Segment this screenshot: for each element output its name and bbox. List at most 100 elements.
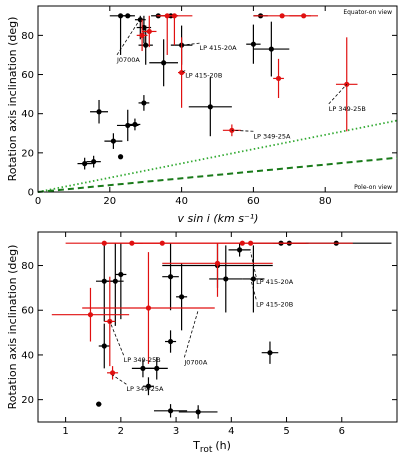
top-dotted-curve: [37, 119, 398, 193]
top-model-curves: [37, 119, 398, 193]
marker: [248, 240, 254, 246]
bottom-black-point: [115, 243, 127, 320]
marker: [161, 60, 167, 66]
annotation-label: LP 415-20A: [200, 44, 238, 52]
marker: [167, 274, 174, 280]
marker: [141, 100, 147, 106]
top-annotation: LP 415-20B: [181, 70, 222, 80]
top-black-point: [90, 99, 109, 124]
top-panel: J0700A LP 415-20A LP 415-20B LP 349-25B LP 3…: [6, 5, 398, 225]
annotation-leader: [250, 278, 257, 300]
bottom-x-tick-label: 5: [283, 426, 289, 437]
bottom-red-point: [104, 276, 116, 367]
top-annotation: LP 349-25B: [328, 84, 366, 113]
bottom-black-point: [98, 323, 110, 369]
bottom-x-tick-label: 3: [173, 426, 179, 437]
top-black-point: [253, 21, 290, 77]
marker: [125, 13, 131, 19]
marker: [236, 247, 243, 253]
marker: [214, 260, 221, 266]
marker: [167, 338, 174, 345]
bottom-red-point: [107, 366, 119, 380]
top-black-point: [188, 77, 232, 137]
top-black-point: [138, 95, 150, 111]
pole-on-label: Pole-on view: [354, 184, 392, 191]
annotation-label: LP 415-20A: [256, 278, 294, 286]
bottom-black-point: [242, 245, 265, 313]
bottom-black-point: [261, 341, 279, 364]
marker: [267, 350, 273, 356]
marker: [112, 278, 118, 284]
bottom-x-tick-label: 2: [118, 426, 124, 437]
top-red-point: [289, 13, 319, 19]
marker: [132, 121, 138, 128]
top-y-tick-label: 40: [21, 109, 34, 120]
marker: [110, 138, 116, 144]
bottom-black-point: [165, 330, 177, 353]
annotation-leader: [250, 252, 257, 278]
top-annotation: J0700A: [116, 21, 140, 64]
bottom-black-point: [145, 357, 168, 380]
top-black-point: [120, 13, 135, 19]
bottom-y-tick-label: 80: [21, 261, 34, 272]
bottom-red-point: [51, 287, 130, 342]
bottom-red-point: [195, 240, 306, 246]
bottom-x-tick-label: 1: [62, 426, 68, 437]
marker: [145, 383, 152, 389]
top-black-point: [117, 154, 124, 160]
annotation-leader: [231, 129, 254, 132]
top-x-tick-label: 60: [247, 196, 260, 207]
top-y-tick-label: 60: [21, 70, 34, 81]
top-black-point: [246, 24, 261, 64]
top-black-point: [149, 39, 179, 87]
bottom-plot-frame: [37, 231, 398, 423]
marker: [96, 109, 102, 115]
bottom-x-label-sub: rot: [200, 445, 213, 455]
bottom-black-point: [142, 377, 154, 396]
annotation-label: LP 349-25B: [329, 105, 366, 113]
marker: [109, 370, 116, 376]
bottom-x-label-unit: (h): [215, 439, 231, 452]
marker: [140, 365, 146, 371]
bottom-red-point: [82, 252, 215, 364]
marker: [139, 32, 145, 38]
marker: [118, 271, 124, 278]
annotation-leader: [109, 321, 124, 356]
annotation-label: LP 415-20B: [256, 300, 293, 308]
bottom-red-point: [162, 243, 273, 297]
annotation-leader: [328, 84, 348, 105]
marker: [87, 312, 94, 318]
annotation-label: J0700A: [116, 56, 140, 64]
bottom-x-axis-label: Trot (h): [192, 439, 231, 455]
bottom-annotation: LP 349-25B: [109, 321, 161, 364]
annotation-leader: [116, 21, 139, 56]
top-red-point: [273, 58, 284, 99]
top-dashed-curve: [37, 156, 398, 193]
marker: [91, 159, 97, 165]
marker: [101, 278, 107, 284]
top-black-point: [129, 118, 141, 131]
bottom-ticks: 1 2 3 4 5 6 20 40 60 80: [21, 232, 397, 437]
top-annotations: J0700A LP 415-20A LP 415-20B LP 349-25B LP 3…: [116, 21, 366, 140]
marker: [154, 365, 160, 371]
marker: [223, 276, 229, 282]
top-x-tick-label: 40: [175, 196, 188, 207]
bottom-black-point: [178, 405, 218, 419]
bottom-panel: J0700A LP 415-20A LP 415-20B LP 349-25B LP 3…: [6, 231, 398, 455]
annotation-leader: [181, 42, 200, 46]
top-red-point: [178, 37, 186, 108]
top-red-point: [156, 13, 193, 46]
top-x-tick-label: 0: [35, 196, 41, 207]
top-y-tick-label: 0: [28, 188, 34, 199]
top-x-tick-label: 80: [319, 196, 332, 207]
marker: [117, 154, 124, 160]
marker: [125, 122, 131, 129]
bottom-y-tick-label: 40: [21, 350, 34, 361]
marker: [143, 42, 149, 48]
marker: [82, 161, 88, 167]
annotation-leader: [181, 70, 186, 73]
marker: [229, 127, 235, 133]
marker: [275, 75, 282, 82]
top-x-tick-label: 20: [103, 196, 116, 207]
top-black-point: [86, 155, 101, 168]
